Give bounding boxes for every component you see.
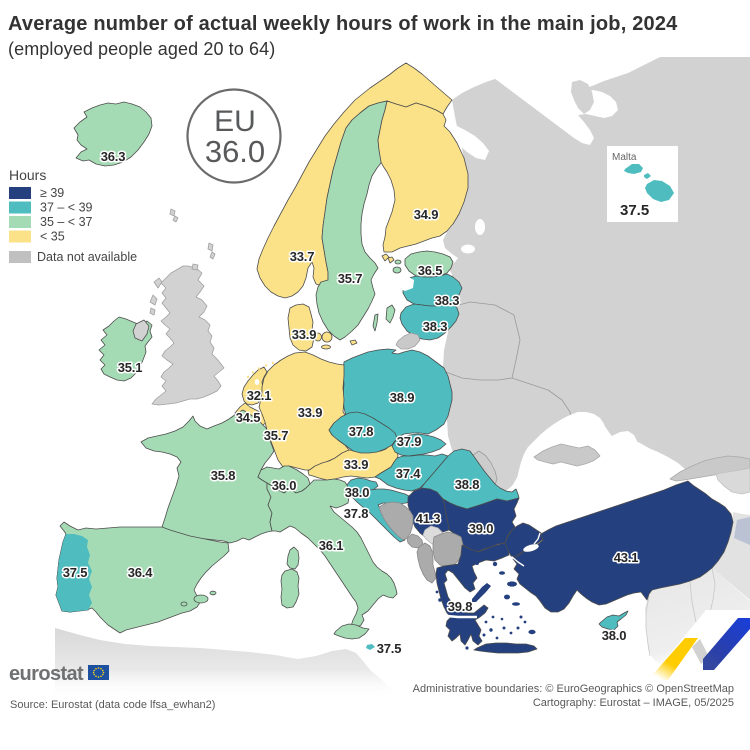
svg-text:Administrative boundaries: © E: Administrative boundaries: © EuroGeograp… [413, 683, 734, 695]
svg-text:38.0: 38.0 [602, 628, 627, 643]
svg-text:Cartography: Eurostat – IMAGE,: Cartography: Eurostat – IMAGE, 05/2025 [533, 697, 734, 709]
svg-text:34.5: 34.5 [236, 410, 261, 425]
svg-text:36.3: 36.3 [101, 149, 126, 164]
svg-text:33.9: 33.9 [292, 327, 317, 342]
svg-text:38.3: 38.3 [423, 319, 448, 334]
svg-text:Data not available: Data not available [37, 250, 137, 264]
svg-text:EU: EU [214, 105, 256, 138]
svg-text:38.0: 38.0 [345, 485, 370, 500]
svg-text:37.8: 37.8 [344, 506, 369, 521]
svg-text:Malta: Malta [612, 152, 637, 163]
svg-text:36.0: 36.0 [272, 478, 297, 493]
svg-text:37.5: 37.5 [63, 565, 88, 580]
svg-text:38.3: 38.3 [435, 293, 460, 308]
svg-text:Source: Eurostat (data code lf: Source: Eurostat (data code lfsa_ewhan2) [10, 699, 215, 711]
svg-text:< 35: < 35 [40, 230, 65, 244]
svg-text:37.8: 37.8 [349, 424, 374, 439]
svg-text:37.5: 37.5 [620, 202, 649, 219]
svg-text:32.1: 32.1 [247, 388, 272, 403]
svg-text:Hours: Hours [9, 167, 46, 183]
svg-text:37.9: 37.9 [397, 434, 422, 449]
svg-text:eurostat: eurostat [9, 663, 84, 685]
svg-text:38.8: 38.8 [455, 477, 480, 492]
svg-text:35.7: 35.7 [338, 271, 363, 286]
svg-text:38.9: 38.9 [390, 390, 415, 405]
svg-text:39.0: 39.0 [469, 521, 494, 536]
svg-text:33.9: 33.9 [344, 457, 369, 472]
svg-text:37.5: 37.5 [377, 641, 402, 656]
svg-text:35.7: 35.7 [264, 428, 289, 443]
svg-text:33.9: 33.9 [298, 405, 323, 420]
svg-text:43.1: 43.1 [614, 550, 639, 565]
svg-text:39.8: 39.8 [448, 599, 473, 614]
svg-text:33.7: 33.7 [290, 249, 315, 264]
svg-text:≥ 39: ≥ 39 [40, 186, 64, 200]
svg-text:37 – < 39: 37 – < 39 [40, 201, 93, 215]
svg-text:41.3: 41.3 [416, 511, 441, 526]
svg-text:36.0: 36.0 [205, 134, 265, 169]
svg-text:36.4: 36.4 [128, 565, 153, 580]
svg-text:37.4: 37.4 [396, 466, 421, 481]
svg-text:36.1: 36.1 [319, 538, 344, 553]
svg-text:35.1: 35.1 [118, 360, 143, 375]
svg-text:36.5: 36.5 [418, 263, 443, 278]
svg-text:35.8: 35.8 [211, 468, 236, 483]
svg-text:34.9: 34.9 [414, 207, 439, 222]
svg-text:35 – < 37: 35 – < 37 [40, 215, 93, 229]
